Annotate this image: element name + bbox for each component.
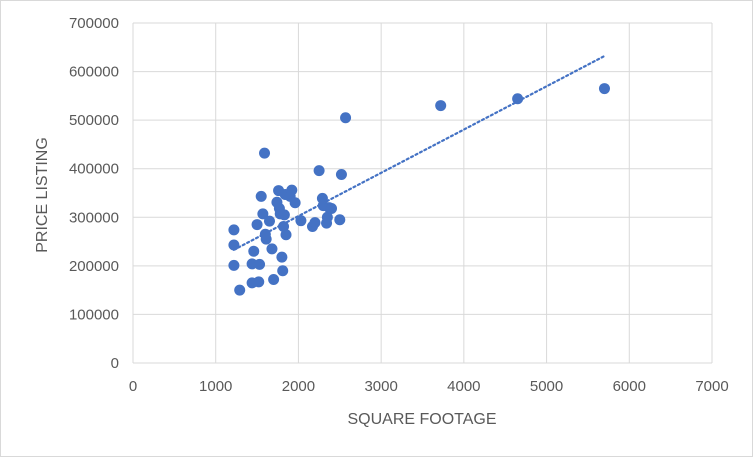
tick-labels: 0 1000 2000 3000 4000 5000 6000 7000 0 100000 2000…	[69, 15, 729, 395]
data-point	[268, 273, 280, 285]
data-point	[228, 259, 240, 271]
data-point	[340, 112, 352, 124]
y-tick-label: 100000	[69, 306, 119, 323]
y-tick-label: 400000	[69, 161, 119, 178]
data-point	[512, 93, 524, 105]
data-point	[309, 217, 321, 229]
data-point	[335, 169, 347, 181]
data-point	[321, 211, 333, 223]
data-point	[277, 265, 289, 277]
data-point	[255, 190, 267, 202]
data-point	[334, 214, 346, 226]
data-point	[228, 224, 240, 236]
data-point	[248, 245, 260, 257]
data-points	[228, 83, 610, 296]
y-tick-label: 600000	[69, 64, 119, 81]
data-point	[313, 165, 325, 177]
data-point	[278, 221, 290, 233]
y-tick-label: 0	[111, 355, 119, 372]
data-point	[289, 197, 301, 209]
data-point	[257, 208, 269, 220]
x-tick-label: 3000	[364, 378, 397, 395]
data-point	[276, 251, 288, 263]
y-tick-label: 300000	[69, 209, 119, 226]
data-point	[253, 276, 265, 288]
data-point	[278, 209, 290, 221]
data-point	[326, 203, 338, 215]
data-point	[263, 215, 275, 227]
data-point	[251, 219, 263, 231]
y-tick-label: 700000	[69, 15, 119, 32]
x-tick-label: 5000	[530, 378, 563, 395]
x-tick-label: 0	[129, 378, 137, 395]
x-tick-label: 7000	[695, 378, 728, 395]
y-tick-label: 500000	[69, 112, 119, 129]
axes	[132, 23, 712, 364]
y-axis-title: PRICE LISTING	[34, 137, 51, 253]
data-point	[598, 83, 610, 95]
data-point	[286, 184, 298, 196]
data-point	[259, 147, 271, 159]
gridlines	[133, 22, 713, 363]
data-point	[266, 243, 278, 255]
y-tick-label: 200000	[69, 258, 119, 275]
data-point	[234, 284, 246, 296]
x-tick-label: 2000	[282, 378, 315, 395]
x-tick-label: 1000	[199, 378, 232, 395]
data-point	[295, 215, 307, 227]
trendline	[232, 54, 606, 251]
x-tick-label: 4000	[447, 378, 480, 395]
data-point	[254, 258, 266, 270]
data-point	[260, 233, 272, 245]
data-point	[228, 239, 240, 251]
data-point	[435, 100, 447, 112]
linear-trendline	[232, 54, 606, 251]
x-axis-title: SQUARE FOOTAGE	[347, 411, 496, 428]
x-tick-label: 6000	[613, 378, 646, 395]
data-point	[280, 229, 292, 241]
